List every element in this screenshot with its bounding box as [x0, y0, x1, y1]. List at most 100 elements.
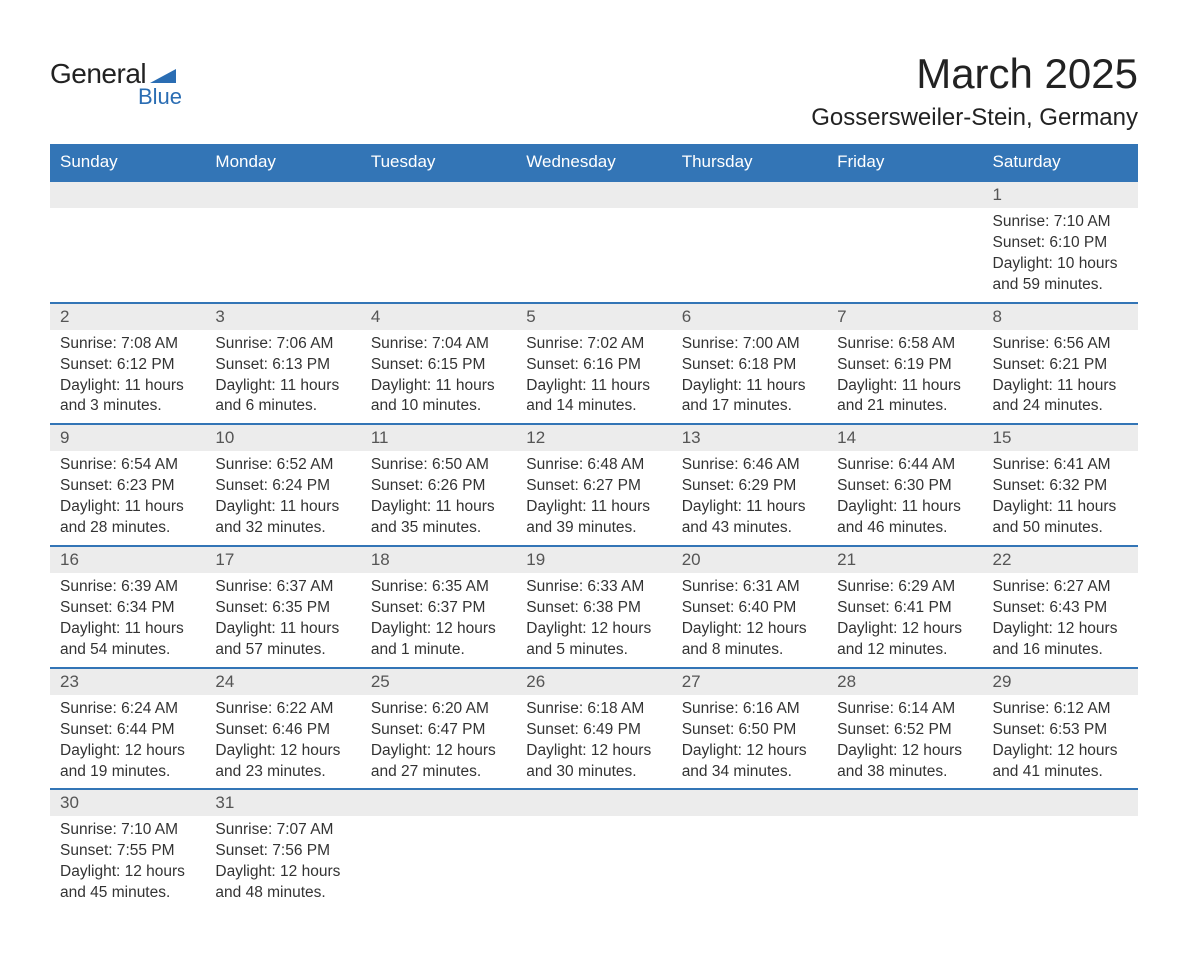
day-details: Sunrise: 7:07 AMSunset: 7:56 PMDaylight:… — [205, 816, 360, 910]
daylight-line: Daylight: 12 hours and 19 minutes. — [60, 741, 195, 783]
weekday-header: Tuesday — [361, 144, 516, 181]
empty-day — [672, 789, 827, 816]
day-details: Sunrise: 7:06 AMSunset: 6:13 PMDaylight:… — [205, 330, 360, 425]
header: General Blue March 2025 Gossersweiler-St… — [50, 50, 1138, 132]
sunrise-line: Sunrise: 6:27 AM — [993, 577, 1128, 598]
sunrise-line: Sunrise: 7:10 AM — [60, 820, 195, 841]
sunrise-line: Sunrise: 6:56 AM — [993, 334, 1128, 355]
day-number: 19 — [516, 546, 671, 573]
day-number: 4 — [361, 303, 516, 330]
day-number: 26 — [516, 668, 671, 695]
day-number: 13 — [672, 424, 827, 451]
daylight-line: Daylight: 12 hours and 45 minutes. — [60, 862, 195, 904]
sunset-line: Sunset: 6:32 PM — [993, 476, 1128, 497]
day-number: 31 — [205, 789, 360, 816]
daylight-line: Daylight: 11 hours and 35 minutes. — [371, 497, 506, 539]
day-details: Sunrise: 6:33 AMSunset: 6:38 PMDaylight:… — [516, 573, 671, 668]
sunrise-line: Sunrise: 6:41 AM — [993, 455, 1128, 476]
sunset-line: Sunset: 6:49 PM — [526, 720, 661, 741]
weekday-header: Wednesday — [516, 144, 671, 181]
sunrise-line: Sunrise: 6:37 AM — [215, 577, 350, 598]
sunset-line: Sunset: 6:12 PM — [60, 355, 195, 376]
day-number: 18 — [361, 546, 516, 573]
daylight-line: Daylight: 12 hours and 41 minutes. — [993, 741, 1128, 783]
daylight-line: Daylight: 12 hours and 8 minutes. — [682, 619, 817, 661]
sunset-line: Sunset: 6:23 PM — [60, 476, 195, 497]
day-details: Sunrise: 7:00 AMSunset: 6:18 PMDaylight:… — [672, 330, 827, 425]
sunset-line: Sunset: 6:24 PM — [215, 476, 350, 497]
daylight-line: Daylight: 12 hours and 34 minutes. — [682, 741, 817, 783]
brand-word1: General — [50, 58, 146, 90]
day-details: Sunrise: 6:48 AMSunset: 6:27 PMDaylight:… — [516, 451, 671, 546]
daylight-line: Daylight: 12 hours and 38 minutes. — [837, 741, 972, 783]
sunset-line: Sunset: 6:52 PM — [837, 720, 972, 741]
empty-day — [827, 208, 982, 303]
day-details: Sunrise: 6:41 AMSunset: 6:32 PMDaylight:… — [983, 451, 1138, 546]
weekday-header: Saturday — [983, 144, 1138, 181]
location: Gossersweiler-Stein, Germany — [811, 104, 1138, 132]
sunrise-line: Sunrise: 6:54 AM — [60, 455, 195, 476]
empty-day — [50, 181, 205, 208]
sunrise-line: Sunrise: 6:50 AM — [371, 455, 506, 476]
day-number: 9 — [50, 424, 205, 451]
sunrise-line: Sunrise: 6:52 AM — [215, 455, 350, 476]
daylight-line: Daylight: 12 hours and 27 minutes. — [371, 741, 506, 783]
day-details: Sunrise: 6:14 AMSunset: 6:52 PMDaylight:… — [827, 695, 982, 790]
empty-day — [361, 789, 516, 816]
day-details: Sunrise: 6:16 AMSunset: 6:50 PMDaylight:… — [672, 695, 827, 790]
day-number: 25 — [361, 668, 516, 695]
details-row: Sunrise: 6:54 AMSunset: 6:23 PM Daylight:… — [50, 451, 1138, 546]
empty-day — [827, 816, 982, 910]
day-number: 20 — [672, 546, 827, 573]
daylight-line: Daylight: 11 hours and 57 minutes. — [215, 619, 350, 661]
sunrise-line: Sunrise: 7:04 AM — [371, 334, 506, 355]
sunset-line: Sunset: 6:35 PM — [215, 598, 350, 619]
day-number: 24 — [205, 668, 360, 695]
empty-day — [672, 816, 827, 910]
day-number: 14 — [827, 424, 982, 451]
empty-day — [983, 789, 1138, 816]
sunset-line: Sunset: 6:43 PM — [993, 598, 1128, 619]
sunset-line: Sunset: 6:29 PM — [682, 476, 817, 497]
empty-day — [50, 208, 205, 303]
daylight-line: Daylight: 11 hours and 32 minutes. — [215, 497, 350, 539]
day-details: Sunrise: 6:50 AMSunset: 6:26 PMDaylight:… — [361, 451, 516, 546]
daylight-line: Daylight: 11 hours and 17 minutes. — [682, 376, 817, 418]
sunrise-line: Sunrise: 6:29 AM — [837, 577, 972, 598]
daylight-line: Daylight: 11 hours and 3 minutes. — [60, 376, 195, 418]
sunrise-line: Sunrise: 6:20 AM — [371, 699, 506, 720]
daylight-line: Daylight: 12 hours and 1 minute. — [371, 619, 506, 661]
empty-day — [516, 208, 671, 303]
daylight-line: Daylight: 12 hours and 23 minutes. — [215, 741, 350, 783]
sunset-line: Sunset: 6:16 PM — [526, 355, 661, 376]
brand-triangle-icon — [150, 65, 176, 83]
sunset-line: Sunset: 6:27 PM — [526, 476, 661, 497]
weekday-header: Sunday — [50, 144, 205, 181]
sunset-line: Sunset: 6:26 PM — [371, 476, 506, 497]
empty-day — [672, 181, 827, 208]
sunset-line: Sunset: 6:47 PM — [371, 720, 506, 741]
sunset-line: Sunset: 6:10 PM — [993, 233, 1128, 254]
day-details: Sunrise: 7:02 AMSunset: 6:16 PMDaylight:… — [516, 330, 671, 425]
sunrise-line: Sunrise: 6:22 AM — [215, 699, 350, 720]
sunset-line: Sunset: 6:44 PM — [60, 720, 195, 741]
day-number: 22 — [983, 546, 1138, 573]
daylight-line: Daylight: 11 hours and 46 minutes. — [837, 497, 972, 539]
day-number: 7 — [827, 303, 982, 330]
day-number: 5 — [516, 303, 671, 330]
daylight-line: Daylight: 10 hours and 59 minutes. — [993, 254, 1128, 296]
daynum-row: 3031 — [50, 789, 1138, 816]
day-details: Sunrise: 6:18 AMSunset: 6:49 PMDaylight:… — [516, 695, 671, 790]
day-number: 21 — [827, 546, 982, 573]
sunrise-line: Sunrise: 6:33 AM — [526, 577, 661, 598]
sunrise-line: Sunrise: 6:35 AM — [371, 577, 506, 598]
day-details: Sunrise: 6:12 AMSunset: 6:53 PMDaylight:… — [983, 695, 1138, 790]
sunrise-line: Sunrise: 6:14 AM — [837, 699, 972, 720]
empty-day — [205, 208, 360, 303]
empty-day — [983, 816, 1138, 910]
sunrise-line: Sunrise: 6:39 AM — [60, 577, 195, 598]
month-title: March 2025 — [811, 50, 1138, 98]
details-row: Sunrise: 7:08 AMSunset: 6:12 PMDaylight:… — [50, 330, 1138, 425]
day-details: Sunrise: 6:24 AMSunset: 6:44 PMDaylight:… — [50, 695, 205, 790]
sunset-line: Sunset: 6:41 PM — [837, 598, 972, 619]
